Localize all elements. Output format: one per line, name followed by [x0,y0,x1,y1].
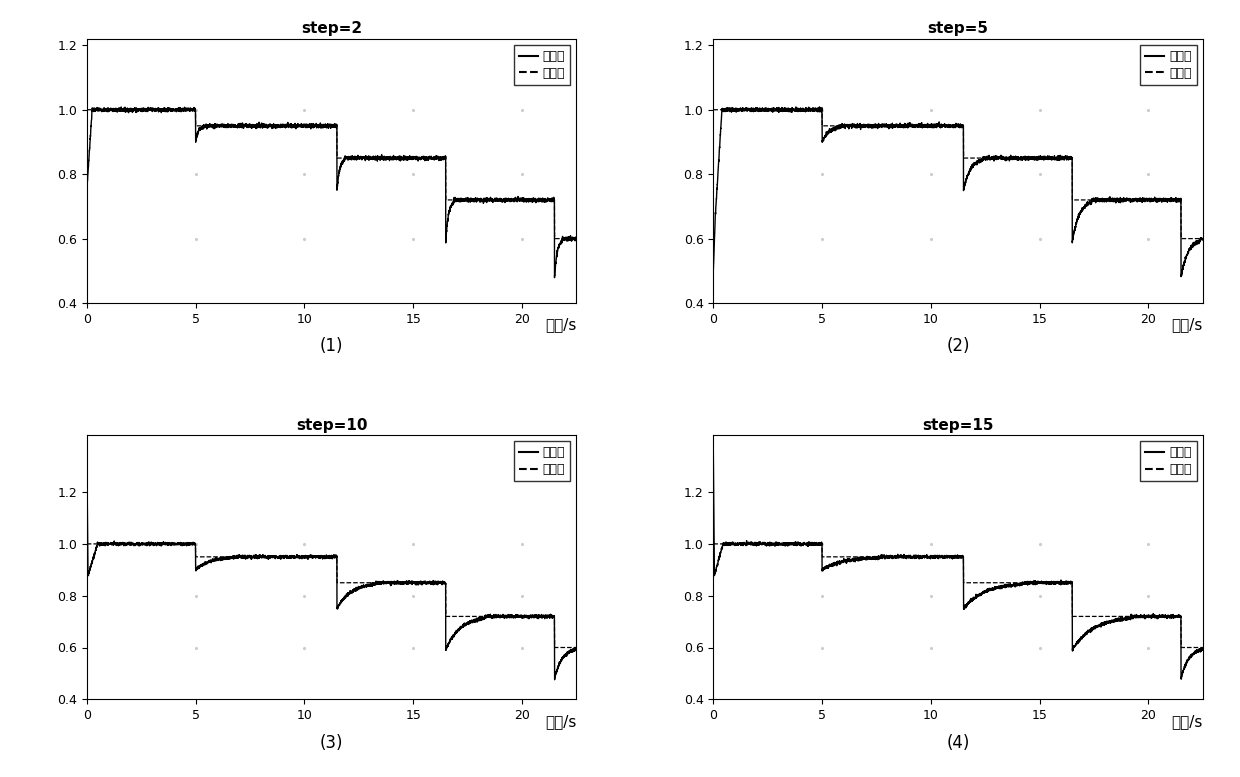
Text: (4): (4) [946,733,970,751]
Title: step=2: step=2 [301,21,362,37]
Text: 时间/s: 时间/s [544,318,577,333]
Text: 时间/s: 时间/s [544,714,577,729]
Text: (1): (1) [320,337,343,355]
Text: 时间/s: 时间/s [1172,714,1203,729]
Text: (2): (2) [946,337,970,355]
Text: (3): (3) [320,733,343,751]
Title: step=10: step=10 [296,417,367,433]
Legend: 估计値, 真实値: 估计値, 真实値 [513,45,570,85]
Legend: 估计値, 真实値: 估计値, 真实値 [1141,45,1197,85]
Legend: 估计値, 真实値: 估计値, 真实値 [1141,441,1197,481]
Title: step=5: step=5 [928,21,988,37]
Legend: 估计値, 真实値: 估计値, 真实値 [513,441,570,481]
Title: step=15: step=15 [923,417,993,433]
Text: 时间/s: 时间/s [1172,318,1203,333]
